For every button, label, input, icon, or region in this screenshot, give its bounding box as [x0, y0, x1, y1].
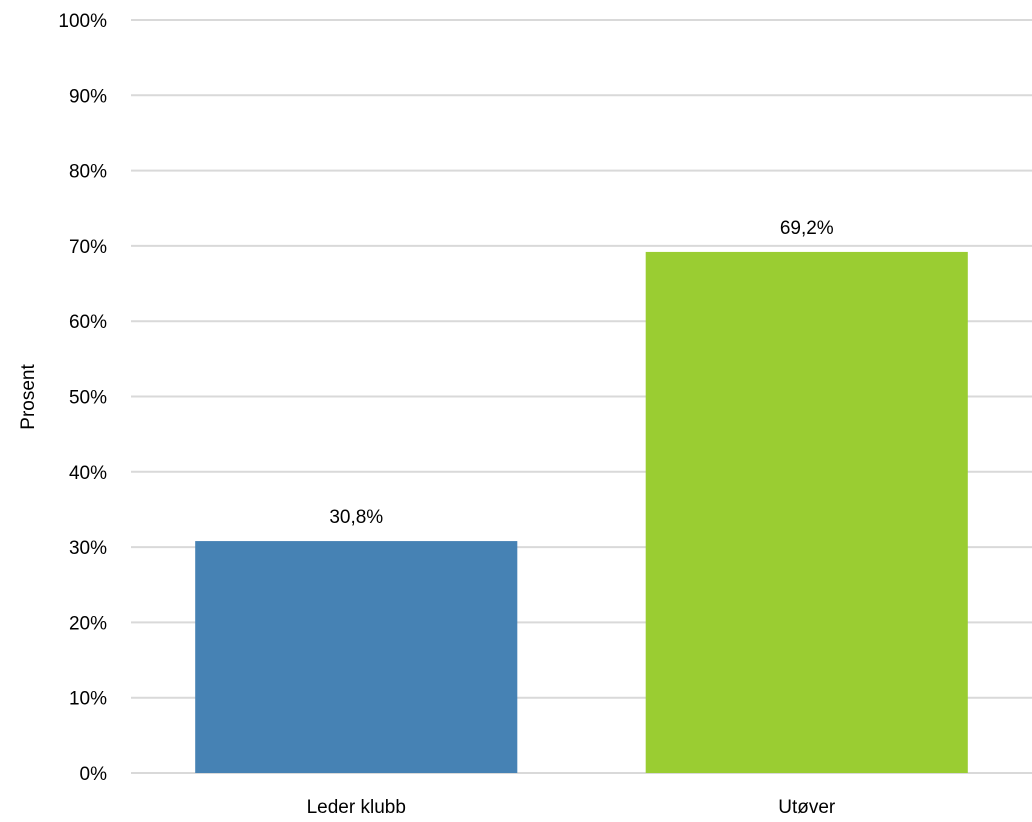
- bar-0: [195, 541, 518, 773]
- x-tick-label-0: Leder klubb: [307, 797, 406, 818]
- bar-1: [645, 251, 968, 773]
- x-axis-tick-labels: Leder klubb Utøver: [307, 797, 836, 818]
- y-tick-label: 30%: [69, 538, 107, 559]
- data-label-0: 30,8%: [329, 507, 383, 528]
- bars: [195, 251, 968, 773]
- data-labels: 30,8% 69,2%: [329, 218, 833, 528]
- y-tick-label: 0%: [80, 764, 108, 785]
- y-tick-label: 50%: [69, 388, 107, 409]
- y-tick-label: 70%: [69, 237, 107, 258]
- data-label-1: 69,2%: [780, 218, 834, 239]
- y-tick-label: 80%: [69, 162, 107, 183]
- y-tick-label: 100%: [58, 11, 107, 32]
- y-tick-label: 90%: [69, 86, 107, 107]
- x-tick-label-1: Utøver: [778, 797, 836, 818]
- y-axis-title: Prosent: [18, 364, 39, 430]
- y-tick-label: 20%: [69, 613, 107, 634]
- y-tick-label: 60%: [69, 312, 107, 333]
- y-tick-label: 40%: [69, 463, 107, 484]
- y-tick-label: 10%: [69, 689, 107, 710]
- y-axis-tick-labels: 0% 10% 20% 30% 40% 50% 60% 70% 80% 90% 100%: [58, 11, 107, 785]
